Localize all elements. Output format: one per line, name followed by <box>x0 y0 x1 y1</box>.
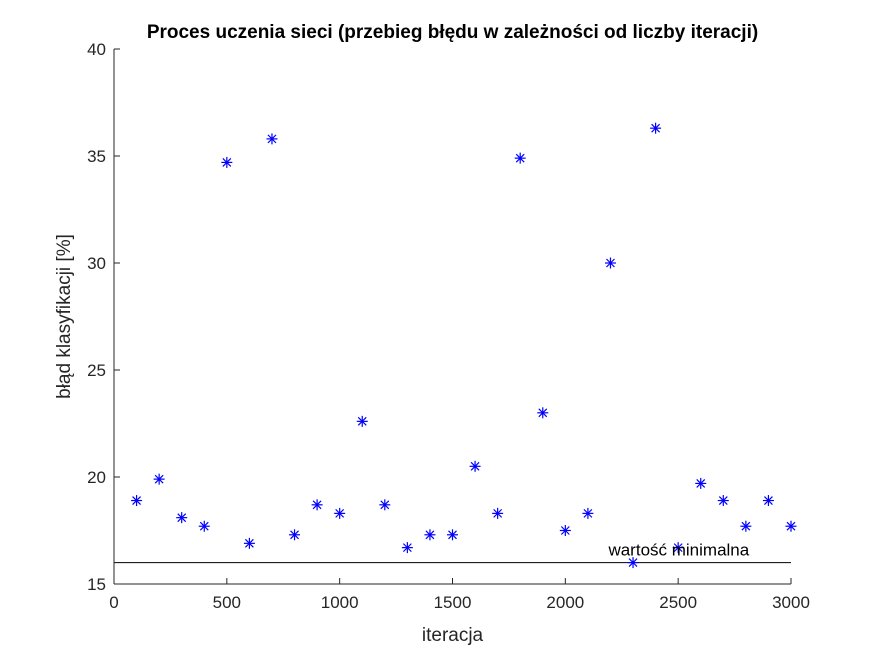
y-tick-label: 30 <box>87 254 106 273</box>
y-tick-label: 15 <box>87 575 106 594</box>
data-point <box>740 520 752 532</box>
marker-stroke <box>357 416 367 426</box>
x-tick-label: 0 <box>109 593 118 612</box>
x-axis-label: iteracja <box>422 625 484 646</box>
data-point <box>424 529 436 541</box>
data-point <box>672 542 684 554</box>
data-point <box>559 525 571 536</box>
marker-stroke <box>673 543 683 553</box>
data-point <box>153 473 165 485</box>
x-tick-label: 3000 <box>772 593 810 612</box>
marker-stroke <box>267 134 277 144</box>
y-tick-label: 20 <box>87 468 106 487</box>
marker-stroke <box>177 513 187 523</box>
x-tick-label: 2500 <box>659 593 697 612</box>
data-point <box>492 507 504 519</box>
data-point <box>650 122 662 134</box>
y-tick-label: 35 <box>87 147 106 166</box>
data-point <box>447 529 458 541</box>
data-point <box>582 507 594 519</box>
reference-line-label: wartość minimalna <box>607 541 749 560</box>
data-point <box>356 415 368 427</box>
marker-stroke <box>222 157 232 167</box>
marker-stroke <box>244 538 254 548</box>
data-point <box>627 557 639 569</box>
marker-stroke <box>786 521 796 531</box>
x-tick-label: 1500 <box>434 593 472 612</box>
data-point <box>379 499 391 511</box>
marker-stroke <box>335 508 345 518</box>
axes-layer: 0 500 1000 1500 2000 2500 3000 15 20 25 30 35 40 <box>87 40 810 612</box>
data-point <box>717 495 729 507</box>
chart-title: Proces uczenia sieci (przebieg błędu w z… <box>147 22 758 43</box>
marker-stroke <box>312 500 322 510</box>
data-point <box>311 499 323 511</box>
data-point <box>334 507 346 519</box>
marker-stroke <box>764 496 773 505</box>
marker-stroke <box>448 530 457 540</box>
marker-stroke <box>493 508 503 518</box>
marker-stroke <box>583 508 593 518</box>
marker-stroke <box>651 123 661 133</box>
data-point <box>266 133 278 145</box>
y-tick-label: 40 <box>87 40 106 59</box>
marker-stroke <box>199 521 209 531</box>
plot-area <box>114 49 791 584</box>
marker-stroke <box>515 153 525 163</box>
marker-stroke <box>402 543 412 553</box>
y-tick-label: 25 <box>87 361 106 380</box>
data-point <box>243 537 255 549</box>
data-point <box>695 477 707 489</box>
data-point <box>221 156 233 168</box>
x-tick-label: 500 <box>213 593 241 612</box>
data-point <box>289 529 301 541</box>
data-point <box>785 520 797 532</box>
data-point <box>469 460 481 472</box>
marker-stroke <box>132 496 141 505</box>
data-point <box>401 542 413 554</box>
marker-stroke <box>560 526 570 535</box>
marker-stroke <box>470 461 480 471</box>
marker-stroke <box>741 521 751 531</box>
y-axis-label: błąd klasyfikacji [%] <box>54 234 75 399</box>
marker-stroke <box>718 496 728 505</box>
marker-stroke <box>628 558 638 568</box>
marker-stroke <box>696 478 706 488</box>
data-point <box>537 407 549 419</box>
marker-stroke <box>380 500 390 510</box>
x-tick-label: 2000 <box>546 593 584 612</box>
data-point <box>131 495 143 507</box>
marker-stroke <box>538 408 548 418</box>
data-points-layer <box>131 122 797 569</box>
x-tick-label: 1000 <box>321 593 359 612</box>
data-point <box>198 520 210 532</box>
data-point <box>514 152 526 164</box>
marker-stroke <box>154 474 164 484</box>
data-point <box>176 512 188 524</box>
data-point <box>762 495 774 507</box>
marker-stroke <box>290 530 299 540</box>
marker-stroke <box>606 258 615 268</box>
marker-stroke <box>425 530 435 540</box>
data-point <box>604 257 616 269</box>
